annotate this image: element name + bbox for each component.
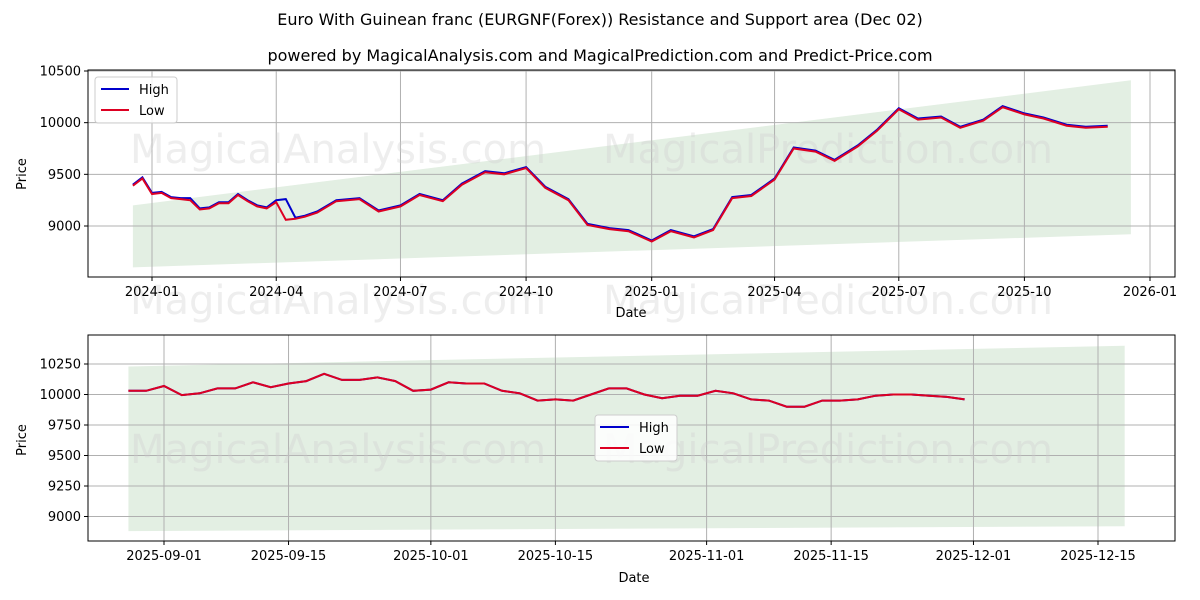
legend-low-label: Low [639, 442, 665, 457]
legend-high-label: High [639, 421, 669, 436]
watermark-text: MagicalAnalysis.com [130, 127, 546, 173]
y-tick-label: 9750 [48, 419, 81, 434]
legend-high-label: High [139, 83, 169, 98]
y-tick-label: 10000 [40, 388, 81, 403]
top-x-axis-label: Date [615, 306, 646, 321]
x-tick-label: 2025-10 [997, 285, 1051, 300]
top-low-line [132, 106, 1108, 243]
top-x-axis: 2024-01 2024-04 2024-07 2024-10 2025-01 2025-… [125, 277, 1177, 300]
bottom-watermarks: MagicalAnalysis.com MagicalPrediction.co… [130, 427, 1053, 473]
x-tick-label: 2025-09-01 [126, 549, 202, 564]
bottom-low-line [128, 372, 965, 408]
x-tick-label: 2025-10-15 [518, 549, 594, 564]
x-tick-label: 2025-07 [872, 285, 926, 300]
y-tick-label: 9500 [48, 449, 81, 464]
top-watermarks: MagicalAnalysis.com MagicalPrediction.co… [130, 127, 1053, 324]
top-y-axis: 9000 9500 10000 10500 [40, 65, 88, 235]
bottom-y-axis: 9000 9250 9500 9750 10000 10250 [40, 358, 88, 525]
bottom-x-axis: 2025-09-01 2025-09-15 2025-10-01 2025-10-15… [126, 541, 1136, 564]
top-gridlines [88, 70, 1175, 277]
bottom-chart-panel: MagicalAnalysis.com MagicalPrediction.co… [15, 334, 1176, 586]
y-tick-label: 9500 [48, 168, 81, 183]
bottom-y-axis-label: Price [15, 424, 30, 456]
watermark-text: MagicalPrediction.com [603, 278, 1053, 324]
y-tick-label: 10250 [40, 358, 81, 373]
chart-title: Euro With Guinean franc (EURGNF(Forex)) … [277, 10, 923, 29]
y-tick-label: 9000 [48, 220, 81, 235]
x-tick-label: 2025-04 [747, 285, 801, 300]
x-tick-label: 2025-11-01 [669, 549, 745, 564]
x-tick-label: 2025-10-01 [393, 549, 469, 564]
x-tick-label: 2025-12-15 [1060, 549, 1136, 564]
x-tick-label: 2025-11-15 [793, 549, 869, 564]
top-frame [87, 69, 1176, 278]
x-tick-label: 2026-01 [1123, 285, 1177, 300]
bottom-legend: High Low [594, 414, 678, 462]
x-tick-label: 2024-04 [249, 285, 303, 300]
x-tick-label: 2024-10 [499, 285, 553, 300]
top-legend: High Low [94, 76, 178, 124]
y-tick-label: 9250 [48, 480, 81, 495]
watermark-text: MagicalAnalysis.com [130, 278, 546, 324]
chart-subtitle: powered by MagicalAnalysis.com and Magic… [267, 46, 933, 65]
watermark-text: MagicalAnalysis.com [130, 427, 546, 473]
top-y-axis-label: Price [15, 158, 30, 190]
x-tick-label: 2024-07 [373, 285, 427, 300]
top-chart-panel: MagicalAnalysis.com MagicalPrediction.co… [15, 65, 1177, 325]
watermark-text: MagicalPrediction.com [603, 127, 1053, 173]
watermark-text: MagicalPrediction.com [603, 427, 1053, 473]
legend-low-label: Low [139, 104, 165, 119]
x-tick-label: 2025-12-01 [936, 549, 1012, 564]
x-tick-label: 2025-01 [625, 285, 679, 300]
bottom-x-axis-label: Date [618, 571, 649, 586]
y-tick-label: 10500 [40, 65, 81, 80]
y-tick-label: 9000 [48, 510, 81, 525]
y-tick-label: 10000 [40, 116, 81, 131]
x-tick-label: 2025-09-15 [251, 549, 327, 564]
bottom-frame [87, 334, 1176, 542]
x-tick-label: 2024-01 [125, 285, 179, 300]
